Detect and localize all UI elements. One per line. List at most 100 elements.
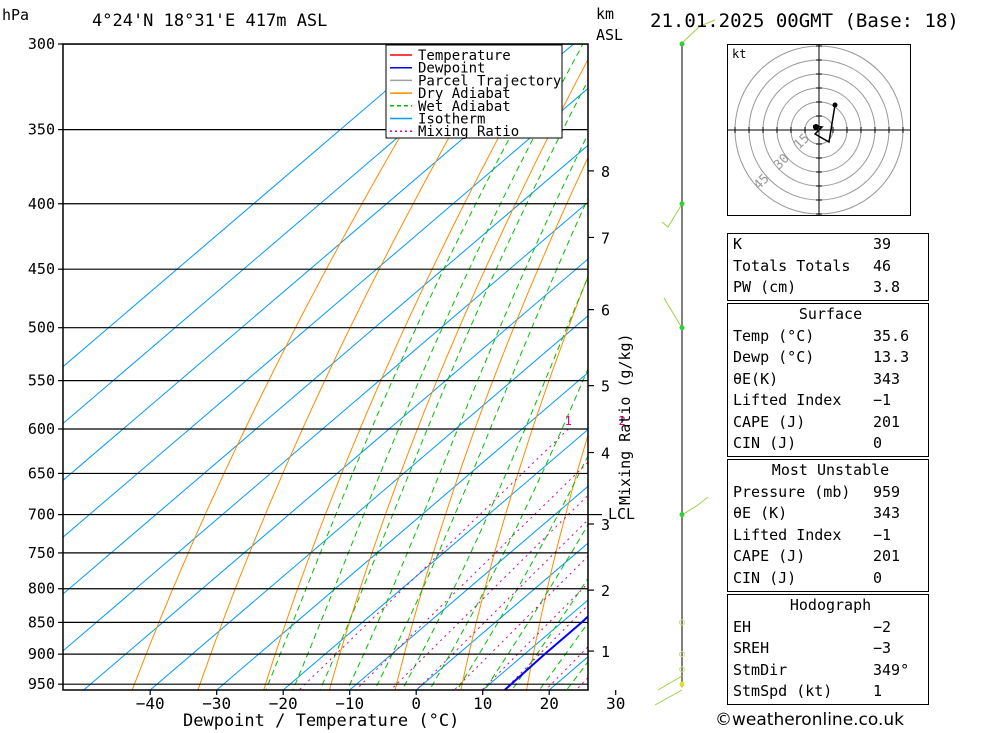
dry-adiabat-line xyxy=(197,44,503,690)
legend-label: Isotherm xyxy=(418,112,485,128)
most-unstable-title: Most Unstable xyxy=(771,461,890,479)
most-unstable-row: CAPE (J) 201 xyxy=(733,547,901,565)
pressure-tick-label: 750 xyxy=(28,544,55,562)
height-unit-label-2: ASL xyxy=(596,26,623,44)
copyright: ©weatheronline.co.uk xyxy=(715,710,905,730)
isotherm-line xyxy=(82,258,588,690)
isotherm-line xyxy=(63,144,588,595)
wind-barb xyxy=(657,675,683,691)
wind-profile xyxy=(654,19,716,706)
mixing-ratio-line xyxy=(415,519,588,690)
wet-adiabat-line xyxy=(292,44,584,690)
isotherm-line xyxy=(63,44,508,425)
mixing-ratio-line xyxy=(354,461,588,690)
pressure-unit-label: hPa xyxy=(2,6,29,24)
pressure-tick-label: 350 xyxy=(28,121,55,139)
isotherm-line xyxy=(282,428,588,690)
surface-row: Temp (°C) 35.6 xyxy=(733,326,910,345)
surface-row: Dewp (°C) 13.3 xyxy=(733,348,910,366)
surface-row: CAPE (J) 201 xyxy=(733,412,901,431)
x-tick-label: 20 xyxy=(540,694,559,713)
dry-adiabat-line xyxy=(263,44,550,690)
mixing-ratio-axis-label: Mixing Ratio (g/kg) xyxy=(616,333,634,505)
pressure-tick-label: 800 xyxy=(28,580,55,598)
wet-adiabat-line xyxy=(374,197,588,690)
wind-level-marker xyxy=(679,651,685,658)
isotherm-line xyxy=(149,315,588,690)
surface-row: Lifted Index −1 xyxy=(733,391,892,409)
wind-level-marker xyxy=(679,619,685,626)
hodograph-trace xyxy=(812,104,836,144)
wind-barb xyxy=(663,297,683,329)
wet-adiabat-line xyxy=(538,622,588,690)
hodograph-end-point xyxy=(832,102,838,108)
hodograph-row: StmSpd (kt) 1 xyxy=(733,682,883,700)
pressure-tick-label: 500 xyxy=(28,319,55,337)
pressure-tick-label: 900 xyxy=(28,645,55,663)
height-unit-label: km xyxy=(596,5,614,23)
surface-title: Surface xyxy=(798,305,863,323)
most-unstable-row: θE (K) 343 xyxy=(733,504,901,522)
mixing-ratio-line xyxy=(544,646,588,690)
height-km-tick-label: 3 xyxy=(601,516,610,534)
height-km-tick-label: 4 xyxy=(601,445,610,463)
dry-adiabat-line xyxy=(526,433,588,690)
surface-panel: Surface Temp (°C) 35.6 Dewp (°C) 13.3 θE(K… xyxy=(727,303,929,457)
background-lines xyxy=(63,44,588,690)
wind-level-dot xyxy=(679,681,685,687)
pressure-tick-label: 650 xyxy=(28,464,55,482)
wind-level-dot xyxy=(679,201,685,207)
x-tick-label: −40 xyxy=(136,694,165,713)
height-km-tick-label: 1 xyxy=(601,643,610,661)
surface-row: θE(K) 343 xyxy=(733,369,901,388)
mixing-ratio-line xyxy=(453,555,588,690)
pressure-tick-label: 400 xyxy=(28,195,55,213)
height-km-tick-label: 5 xyxy=(601,378,610,396)
height-km-tick-label: 2 xyxy=(601,582,610,600)
hodograph-row: StmDir 349° xyxy=(733,660,910,679)
pressure-tick-label: 550 xyxy=(28,372,55,390)
wind-barb xyxy=(661,203,683,228)
legend-box xyxy=(385,44,563,139)
plot-frame xyxy=(62,43,589,691)
x-tick-label: −30 xyxy=(202,694,231,713)
wind-barb xyxy=(654,689,683,706)
dry-adiabat-line xyxy=(328,58,588,690)
pressure-tick-label: 850 xyxy=(28,613,55,631)
wind-barb xyxy=(681,19,716,44)
pressure-tick-label: 700 xyxy=(28,506,55,524)
mixing-ratio-line xyxy=(389,494,588,690)
location-title: 4°24'N 18°31'E 417m ASL xyxy=(92,11,327,31)
most-unstable-row: CIN (J) 0 xyxy=(733,568,883,587)
legend-label: Mixing Ratio xyxy=(418,124,519,140)
isotherm-line xyxy=(415,542,588,690)
isotherm-line xyxy=(63,201,588,652)
height-km-tick-label: 6 xyxy=(601,302,610,320)
dry-adiabat-line xyxy=(131,44,456,690)
index-row: PW (cm) 3.8 xyxy=(733,278,901,296)
wind-barb xyxy=(681,496,709,516)
x-tick-label: 0 xyxy=(411,694,421,713)
hodograph-row: EH −2 xyxy=(733,617,892,636)
surface-row: CIN (J) 0 xyxy=(733,434,883,452)
mixing-ratio-line xyxy=(503,604,588,690)
isotherm-line xyxy=(63,44,441,368)
most-unstable-row: Pressure (mb) 959 xyxy=(733,482,901,501)
height-km-tick-label: 8 xyxy=(601,163,610,181)
x-tick-label: −20 xyxy=(269,694,298,713)
wet-adiabat-line xyxy=(319,79,588,690)
storm-motion-marker xyxy=(813,124,819,130)
wind-level-dot xyxy=(679,325,685,331)
dry-adiabat-line xyxy=(394,156,588,690)
mixing-ratio-line xyxy=(298,428,569,690)
wet-adiabat-line xyxy=(483,523,588,690)
x-tick-label: 30 xyxy=(606,694,625,713)
mixing-ratio-label: 2 xyxy=(619,414,626,428)
most-unstable-panel: Most Unstable Pressure (mb) 959 θE (K) 343… xyxy=(727,459,929,592)
index-row: K 39 xyxy=(733,235,892,253)
isotherm-line xyxy=(63,44,574,481)
pressure-tick-label: 600 xyxy=(28,420,55,438)
most-unstable-row: Lifted Index −1 xyxy=(733,525,892,544)
